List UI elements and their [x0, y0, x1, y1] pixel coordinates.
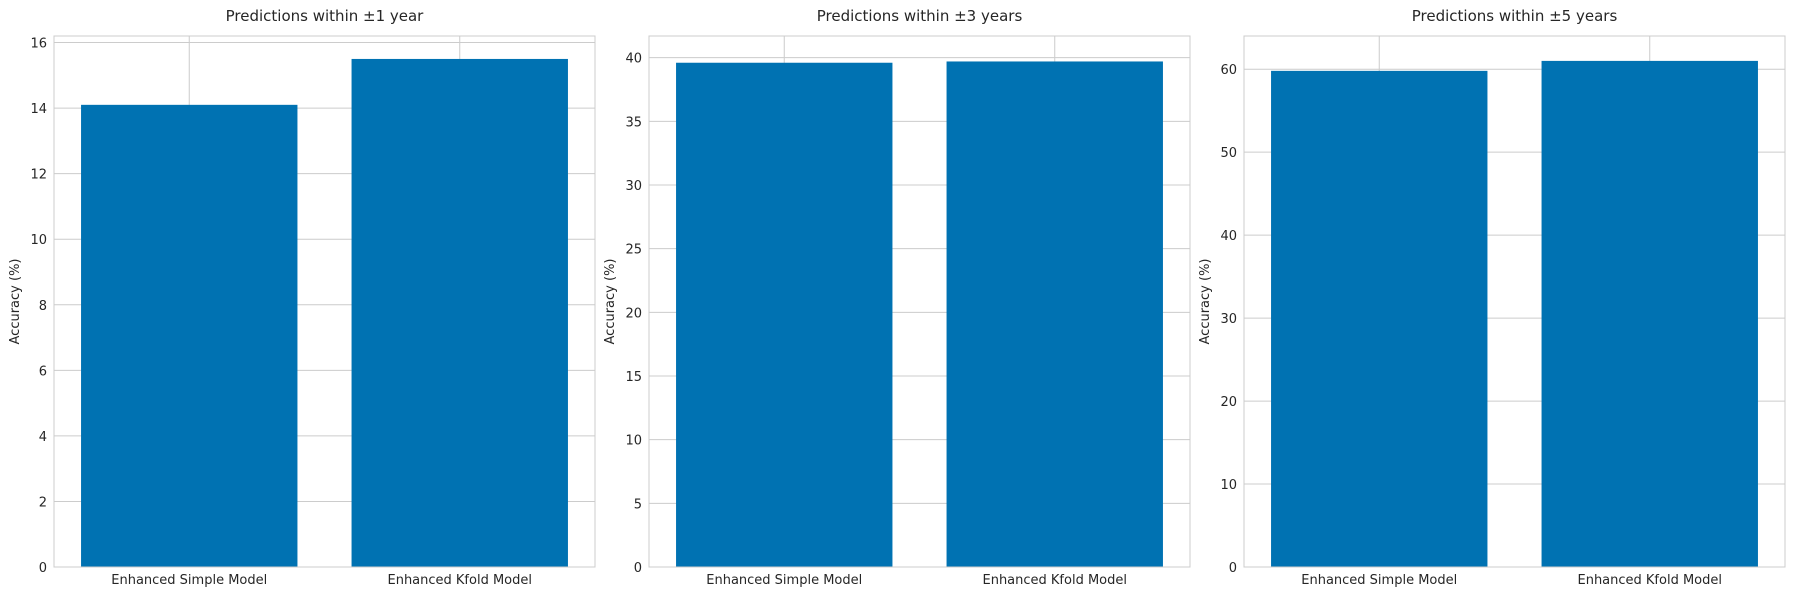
- bar-1: [676, 62, 893, 568]
- y-tick-label: 14: [30, 102, 47, 117]
- x-tick-label: Enhanced Kfold Model: [387, 573, 532, 588]
- y-tick-label: 35: [625, 115, 642, 130]
- y-tick-label: 30: [1220, 312, 1237, 327]
- y-tick-label: 50: [1220, 146, 1237, 161]
- y-tick-label: 10: [625, 434, 642, 449]
- bar-1: [1271, 70, 1488, 568]
- y-tick-label: 40: [1220, 229, 1237, 244]
- y-axis-label: Accuracy (%): [603, 259, 618, 345]
- chart-title: Predictions within ±5 years: [1412, 7, 1618, 25]
- y-tick-label: 16: [30, 37, 47, 52]
- y-tick-label: 10: [30, 233, 47, 248]
- bar-2: [351, 58, 568, 567]
- y-tick-label: 8: [39, 299, 47, 314]
- x-tick-label: Enhanced Simple Model: [1301, 573, 1457, 588]
- chart-panel-2: 0 5 10 15 20 25 30 35 40 Enhanced Simple Model Enh…: [603, 7, 1191, 588]
- bar-1: [81, 104, 298, 567]
- y-tick-label: 30: [625, 179, 642, 194]
- x-tick-label: Enhanced Simple Model: [706, 573, 862, 588]
- y-tick-label: 0: [634, 561, 642, 576]
- y-axis-label: Accuracy (%): [1198, 259, 1213, 345]
- chart-title: Predictions within ±3 years: [817, 7, 1023, 25]
- x-tick-label: Enhanced Kfold Model: [1577, 573, 1722, 588]
- y-tick-label: 20: [625, 306, 642, 321]
- bar-2: [946, 61, 1163, 568]
- y-tick-label: 25: [625, 243, 642, 258]
- y-tick-label: 15: [625, 370, 642, 385]
- chart-title: Predictions within ±1 year: [226, 7, 425, 25]
- chart-panel-1: 0 2 4 6 8 10 12 14 16 Enhanced Simple Model Enhanc…: [8, 7, 596, 588]
- y-tick-label: 6: [39, 364, 47, 379]
- y-tick-label: 5: [634, 497, 642, 512]
- y-tick-label: 12: [30, 168, 47, 183]
- y-tick-label: 0: [39, 561, 47, 576]
- axes-frame: [1243, 35, 1786, 568]
- y-tick-label: 0: [1229, 561, 1237, 576]
- y-tick-label: 60: [1220, 63, 1237, 78]
- y-tick-label: 2: [39, 495, 47, 510]
- axes-frame: [53, 35, 596, 568]
- y-tick-label: 4: [39, 430, 47, 445]
- x-tick-label: Enhanced Kfold Model: [982, 573, 1127, 588]
- y-axis-label: Accuracy (%): [8, 259, 23, 345]
- bar-2: [1541, 60, 1758, 567]
- y-tick-label: 20: [1220, 395, 1237, 410]
- x-tick-label: Enhanced Simple Model: [111, 573, 267, 588]
- chart-panel-3: 0 10 20 30 40 50 60 Enhanced Simple Model Enhanc…: [1198, 7, 1786, 588]
- y-tick-label: 40: [625, 52, 642, 67]
- y-tick-label: 10: [1220, 478, 1237, 493]
- axes-frame: [648, 35, 1191, 568]
